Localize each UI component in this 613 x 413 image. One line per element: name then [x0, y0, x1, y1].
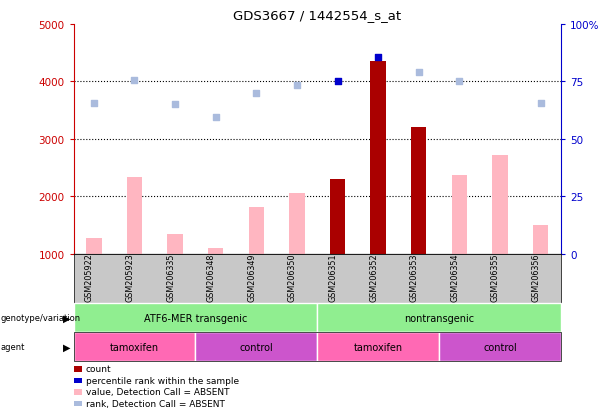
Point	[414, 69, 424, 76]
Text: genotype/variation: genotype/variation	[1, 313, 81, 323]
Bar	[208, 248, 223, 254]
Bar	[492, 155, 508, 254]
Bar	[452, 176, 467, 254]
Text: ATF6-MER transgenic: ATF6-MER transgenic	[143, 313, 247, 323]
Point	[89, 100, 99, 107]
Text: GSM206349: GSM206349	[247, 253, 256, 301]
Point	[292, 82, 302, 89]
Point	[333, 79, 343, 85]
Text: GSM206351: GSM206351	[329, 253, 338, 301]
Point	[129, 78, 139, 84]
Bar	[289, 193, 305, 254]
Text: GSM206355: GSM206355	[491, 253, 500, 301]
Bar	[167, 234, 183, 254]
Point	[211, 115, 221, 121]
Text: GSM206352: GSM206352	[369, 253, 378, 301]
Bar	[86, 238, 102, 254]
Text: GSM205923: GSM205923	[126, 253, 134, 301]
Text: nontransgenic: nontransgenic	[404, 313, 474, 323]
Text: percentile rank within the sample: percentile rank within the sample	[86, 376, 239, 385]
Text: ▶: ▶	[63, 313, 70, 323]
Text: GSM206335: GSM206335	[166, 253, 175, 301]
Text: GSM206350: GSM206350	[288, 253, 297, 301]
Text: GSM206348: GSM206348	[207, 253, 216, 301]
Bar	[127, 178, 142, 254]
Text: GSM206353: GSM206353	[409, 253, 419, 301]
Text: GSM205922: GSM205922	[85, 253, 94, 301]
Text: ▶: ▶	[63, 342, 70, 352]
Point	[251, 91, 261, 97]
Text: tamoxifen: tamoxifen	[354, 342, 403, 352]
Text: GSM206354: GSM206354	[451, 253, 459, 301]
Text: rank, Detection Call = ABSENT: rank, Detection Call = ABSENT	[86, 399, 225, 408]
Bar	[249, 207, 264, 254]
Bar	[533, 225, 548, 254]
Text: GSM206356: GSM206356	[531, 253, 541, 301]
Text: value, Detection Call = ABSENT: value, Detection Call = ABSENT	[86, 387, 229, 396]
Text: agent: agent	[1, 342, 25, 351]
Bar	[411, 128, 427, 254]
Title: GDS3667 / 1442554_s_at: GDS3667 / 1442554_s_at	[233, 9, 402, 22]
Bar	[330, 180, 345, 254]
Text: count: count	[86, 364, 112, 373]
Point	[373, 55, 383, 61]
Point	[170, 102, 180, 108]
Bar	[370, 62, 386, 254]
Text: control: control	[483, 342, 517, 352]
Text: control: control	[240, 342, 273, 352]
Text: tamoxifen: tamoxifen	[110, 342, 159, 352]
Point	[536, 100, 546, 107]
Point	[454, 78, 464, 85]
